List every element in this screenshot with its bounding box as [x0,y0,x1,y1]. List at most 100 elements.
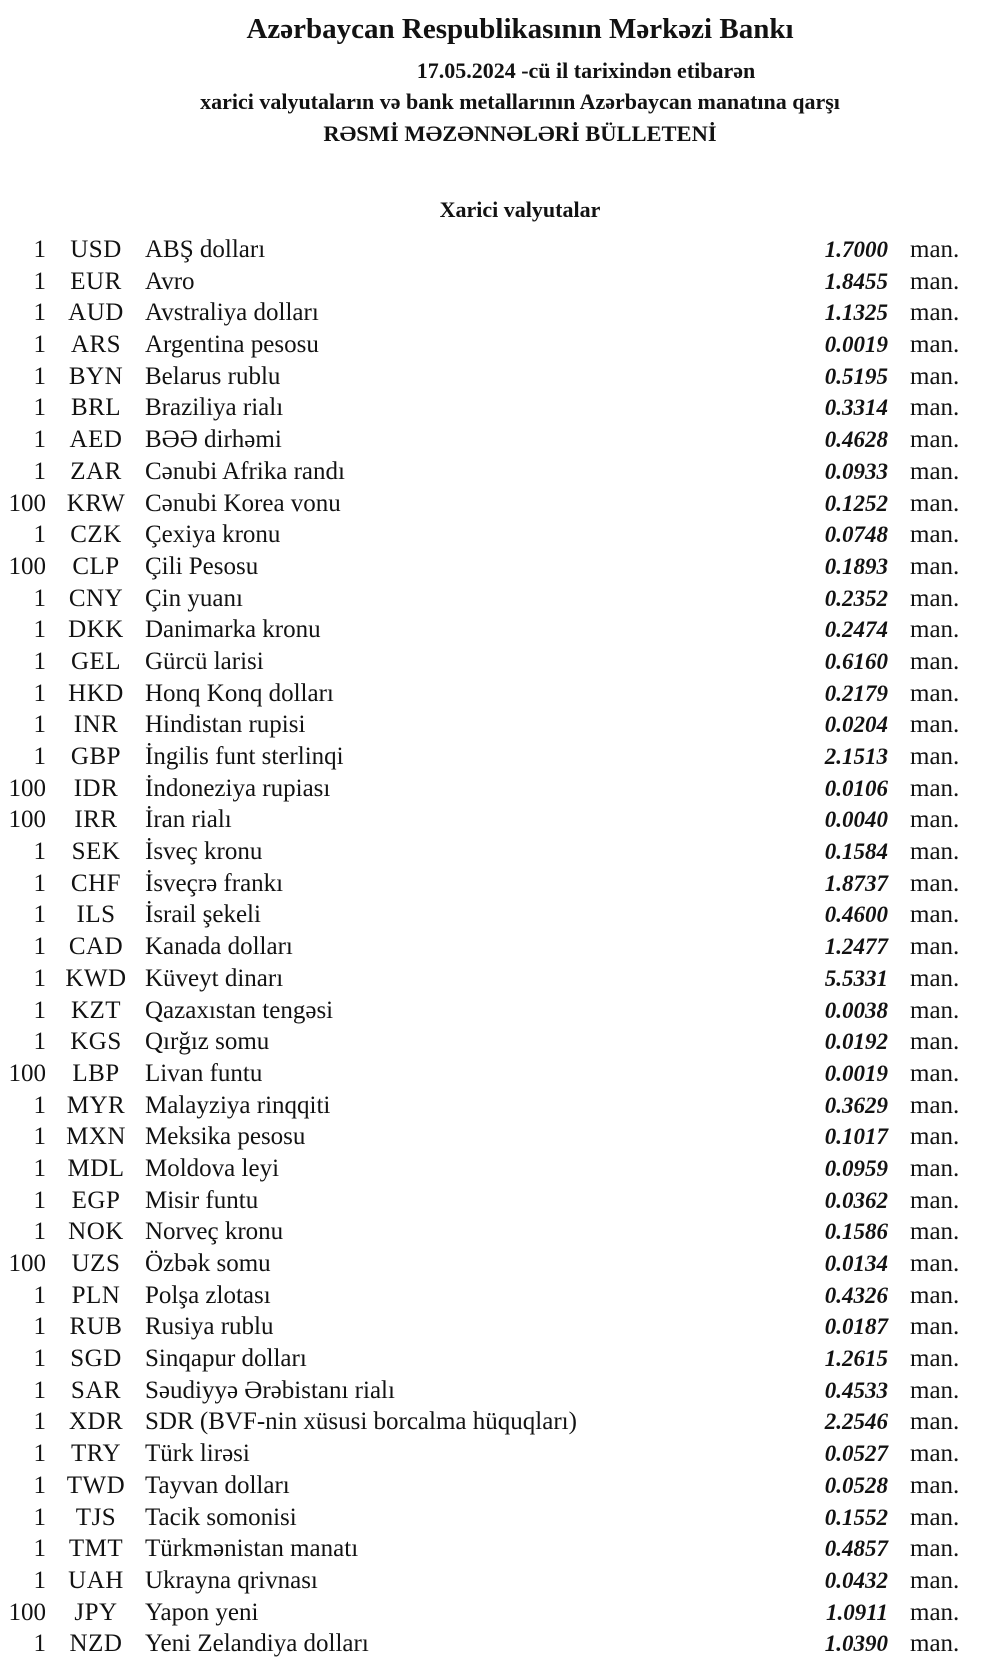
currency-code: EUR [70,267,122,295]
currency-name: Çili Pesosu [145,552,259,580]
rate-row: 1 KGS Qırğız somu 0.0192 man. [0,1026,1000,1058]
currency-name: Cənubi Korea vonu [145,489,341,517]
unit-label: man. [910,616,960,644]
currency-name: Honq Konq dolları [145,679,334,707]
currency-rate: 0.1893 [824,553,888,579]
rate-row: 1 MXN Meksika pesosu 0.1017 man. [0,1121,1000,1153]
currency-rate: 0.0432 [824,1567,888,1593]
currency-qty: 100 [8,774,47,802]
unit-label: man. [910,901,960,929]
currency-qty: 1 [33,362,47,390]
unit-label: man. [910,457,960,485]
unit-label: man. [910,1123,960,1151]
currency-qty: 1 [33,394,47,422]
currency-rate: 0.1252 [824,490,888,516]
unit-label: man. [910,1218,960,1246]
unit-label: man. [910,1503,960,1531]
currency-code: JPY [74,1598,118,1626]
rate-row: 1 RUB Rusiya rublu 0.0187 man. [0,1311,1000,1343]
rate-row: 1 SEK İsveç kronu 0.1584 man. [0,836,1000,868]
currency-name: Avstraliya dolları [145,299,319,327]
currency-name: Rusiya rublu [145,1313,274,1341]
rate-row: 1 ARS Argentina pesosu 0.0019 man. [0,329,1000,361]
currency-code: AED [69,426,123,454]
currency-name: Meksika pesosu [145,1123,306,1151]
currency-qty: 1 [33,679,47,707]
currency-code: CHF [70,869,122,897]
rate-row: 1 MDL Moldova leyi 0.0959 man. [0,1153,1000,1185]
currency-qty: 1 [33,1376,47,1404]
currency-qty: 1 [33,1566,47,1594]
currency-rate: 1.0390 [824,1631,888,1657]
currency-rate: 0.0748 [824,522,888,548]
rate-row: 1 SAR Səudiyyə Ərəbistanı rialı 0.4533 m… [0,1375,1000,1407]
section-header-foreign-currencies: Xarici valyutalar [439,197,601,222]
currency-qty: 1 [33,331,47,359]
rate-row: 1 NZD Yeni Zelandiya dolları 1.0390 man. [0,1628,1000,1660]
currency-name: İngilis funt sterlinqi [145,743,344,770]
currency-qty: 1 [33,1281,47,1309]
currency-rate: 0.0933 [824,458,888,484]
currency-rate: 0.3314 [824,395,888,421]
currency-rate: 0.0134 [824,1251,888,1276]
unit-label: man. [910,1408,960,1436]
currency-qty: 1 [33,647,47,675]
rate-row: 1 CAD Kanada dolları 1.2477 man. [0,931,1000,963]
rate-row: 1 EUR Avro 1.8455 man. [0,266,1000,298]
currency-code: AUD [68,299,124,327]
unit-label: man. [910,331,960,359]
rate-row: 1 HKD Honq Konq dolları 0.2179 man. [0,678,1000,710]
unit-label: man. [910,806,960,834]
currency-rate: 1.7000 [824,237,888,262]
unit-label: man. [910,1630,960,1658]
rate-row: 100 IRR İran rialı 0.0040 man. [0,804,1000,836]
currency-name: Tayvan dolları [145,1471,290,1499]
currency-qty: 100 [8,806,47,834]
currency-qty: 1 [33,1630,47,1658]
page-title: Azərbaycan Respublikasının Mərkəzi Bankı [246,13,794,45]
unit-label: man. [910,1059,960,1087]
currency-qty: 1 [33,1123,47,1151]
unit-label: man. [910,679,960,707]
currency-name: Misir funtu [145,1186,259,1214]
currency-code: TMT [68,1535,124,1563]
currency-qty: 100 [8,489,47,517]
currency-name: İran rialı [145,806,232,834]
rate-row: 1 SGD Sinqapur dolları 1.2615 man. [0,1343,1000,1375]
currency-name: Argentina pesosu [145,331,319,359]
rate-row: 1 TJS Tacik somonisi 0.1552 man. [0,1502,1000,1534]
rate-row: 1 ILS İsrail şekeli 0.4600 man. [0,899,1000,931]
currency-name: Polşa zlotası [145,1281,271,1309]
currency-name: Qırğız somu [145,1028,270,1056]
currency-qty: 1 [33,869,47,897]
unit-label: man. [910,1154,960,1182]
currency-name: Özbək somu [145,1250,271,1277]
currency-code: USD [70,236,122,263]
currency-code: MDL [67,1154,125,1182]
currency-qty: 1 [33,711,47,739]
unit-label: man. [910,711,960,739]
unit-label: man. [910,1028,960,1056]
currency-rate: 0.4533 [824,1377,888,1403]
currency-code: ILS [76,901,116,929]
currency-qty: 1 [33,426,47,454]
rate-row: 1 PLN Polşa zlotası 0.4326 man. [0,1280,1000,1312]
currency-qty: 1 [33,964,47,992]
currency-code: TJS [75,1503,117,1531]
currency-name: Çin yuanı [145,584,243,612]
currency-rate: 0.0362 [824,1187,888,1213]
currency-rate: 0.0204 [824,712,888,738]
unit-label: man. [910,1313,960,1341]
rate-row: 1 CNY Çin yuanı 0.2352 man. [0,583,1000,615]
currency-name: Moldova leyi [145,1154,280,1182]
currency-name: Danimarka kronu [145,616,321,644]
currency-rate: 0.0527 [824,1441,888,1467]
rate-row: 1 TRY Türk lirəsi 0.0527 man. [0,1438,1000,1470]
currency-code: LBP [72,1059,120,1087]
unit-label: man. [910,838,960,866]
rate-row: 1 TWD Tayvan dolları 0.0528 man. [0,1470,1000,1502]
currency-code: MXN [66,1123,126,1151]
currency-qty: 100 [8,552,47,580]
currency-code: BYN [68,362,124,390]
rate-row: 1 BRL Braziliya rialı 0.3314 man. [0,392,1000,424]
